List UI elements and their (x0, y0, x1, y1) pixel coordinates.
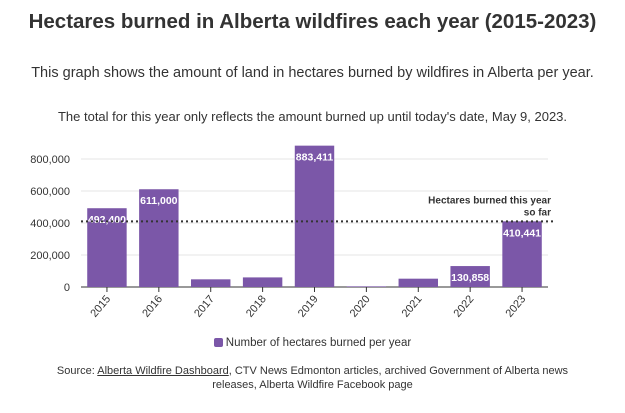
legend[interactable]: Number of hectares burned per year (0, 337, 625, 349)
y-tick-label: 800,000 (30, 154, 70, 166)
x-tick-label: 2020 (348, 293, 373, 319)
x-tick-label: 2017 (192, 293, 217, 319)
x-tick-label: 2022 (452, 293, 477, 319)
source-note: Source: Alberta Wildfire Dashboard, CTV … (35, 364, 590, 392)
data-label-2023: 410,441 (503, 227, 541, 239)
reference-line-label: so far (524, 207, 551, 218)
bar-2017 (191, 279, 231, 287)
bar-2016 (139, 189, 179, 287)
legend-label: Number of hectares burned per year (225, 337, 412, 349)
bar-2018 (242, 277, 283, 287)
chart-note: The total for this year only reflects th… (57, 109, 568, 124)
bar-2021 (398, 278, 438, 287)
data-label-2022: 130,858 (451, 272, 489, 284)
x-tick-label: 2016 (140, 293, 165, 319)
y-tick-label: 0 (64, 282, 70, 294)
legend-swatch (213, 338, 223, 347)
x-tick-label: 2021 (400, 293, 425, 319)
bar-2020 (346, 286, 387, 287)
source-prefix: Source: (56, 365, 98, 377)
bar-chart: 0 200,000 400,000 600,000 800,000 492,400 611… (30, 145, 553, 320)
y-tick-label: 600,000 (30, 186, 70, 198)
data-label-2015: 492,400 (88, 214, 126, 226)
chart-title: Hectares burned in Alberta wildfires eac… (28, 10, 597, 33)
bar-2022 (450, 266, 490, 287)
x-tick-label: 2019 (296, 293, 321, 319)
data-label-2016: 611,000 (140, 195, 178, 207)
bar-2019 (294, 145, 335, 287)
x-tick-label: 2023 (503, 293, 528, 319)
data-label-2019: 883,411 (296, 152, 334, 164)
chart-subtitle: This graph shows the amount of land in h… (31, 65, 594, 81)
reference-line-label: Hectares burned this year (428, 195, 551, 206)
source-rest: , CTV News Edmonton articles, archived G… (212, 365, 569, 391)
data-labels: 492,400 611,000 883,411 130,858 410,441 (88, 152, 541, 284)
source-link[interactable]: Alberta Wildfire Dashboard (97, 365, 229, 377)
x-tick-label: 2015 (88, 293, 113, 319)
y-tick-label: 200,000 (30, 250, 70, 262)
bars (87, 145, 542, 287)
x-axis-ticks: 2015 2016 2017 2018 2019 2020 2021 2022 2023 (88, 287, 528, 320)
bar-2023 (502, 221, 542, 287)
y-axis-ticks: 0 200,000 400,000 600,000 800,000 (30, 154, 70, 294)
x-tick-label: 2018 (244, 293, 269, 319)
y-tick-label: 400,000 (30, 218, 70, 230)
